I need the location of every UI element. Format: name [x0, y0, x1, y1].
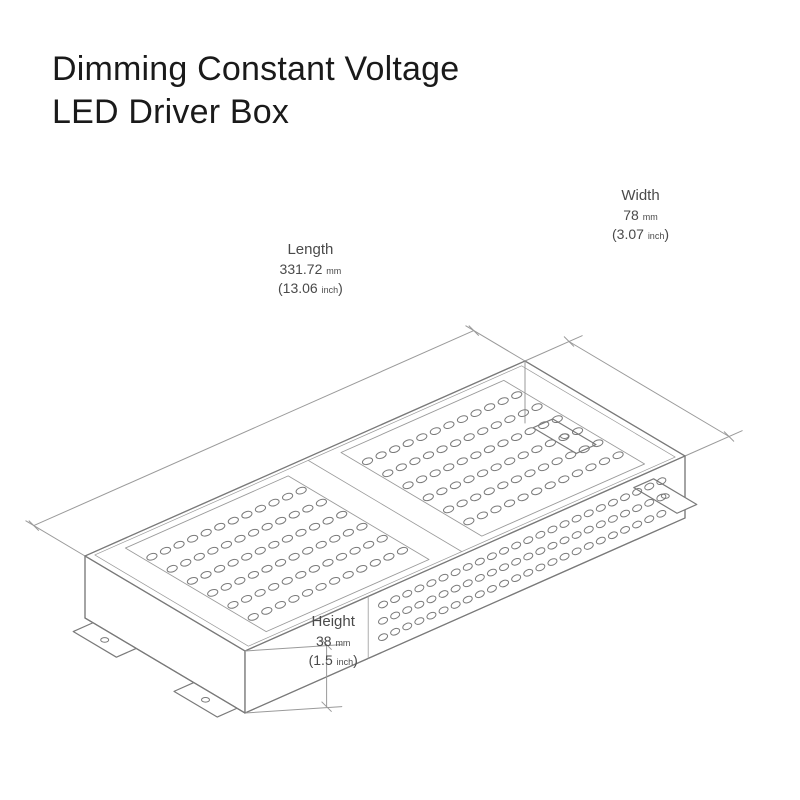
dim-height-label: Height 38 mm (1.5 inch) [309, 612, 358, 670]
isometric-drawing [0, 0, 800, 800]
dim-width-label: Width 78 mm (3.07 inch) [612, 186, 669, 244]
dim-length-label: Length 331.72 mm (13.06 inch) [278, 240, 343, 298]
